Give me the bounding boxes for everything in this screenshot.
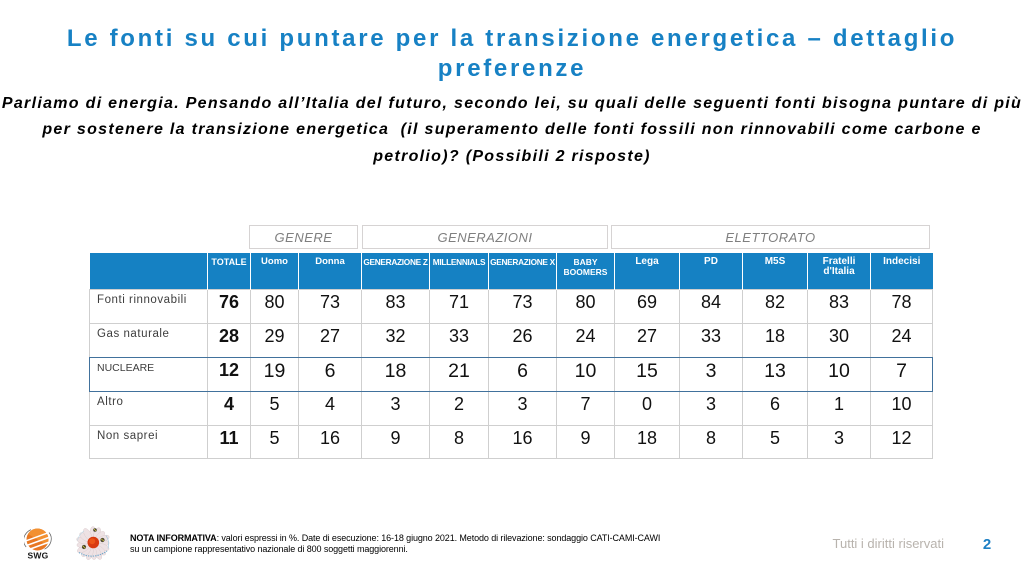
svg-text:SWG: SWG: [28, 551, 49, 561]
